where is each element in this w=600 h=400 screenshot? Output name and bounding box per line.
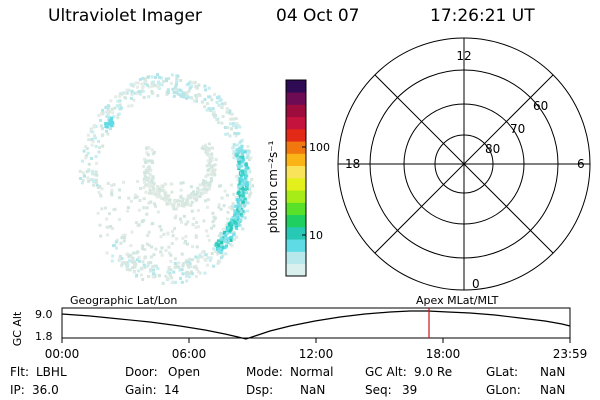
colorbar-cell: [286, 92, 306, 105]
colorbar-tick-100: 100: [309, 141, 330, 154]
glat-label: GLat:: [486, 365, 519, 379]
ip-value: 36.0: [32, 383, 59, 397]
observation-time: 17:26:21 UT: [430, 6, 535, 26]
door-label: Door:: [125, 365, 158, 379]
colorbar-cell: [286, 190, 306, 203]
polar-grid: 12 0 18 6 60 70 80: [337, 37, 591, 291]
filter-value: LBHL: [36, 365, 67, 379]
colorbar-cell: [286, 263, 306, 277]
altitude-curve: [61, 310, 571, 340]
colorbar-cell: [286, 227, 306, 240]
colorbar-cell: [286, 165, 306, 179]
x-tick-0000: 00:00: [45, 347, 80, 361]
colorbar-cells: [286, 80, 306, 277]
gc-alt-label: GC Alt:: [365, 365, 407, 379]
glat-value: NaN: [540, 365, 566, 379]
x-tick-1800: 18:00: [426, 347, 461, 361]
mlt-12-label: 12: [456, 49, 471, 63]
colorbar-cell: [286, 141, 306, 154]
mlt-6-label: 6: [577, 157, 585, 171]
colorbar-cell: [286, 153, 306, 167]
filter-label: Flt:: [10, 365, 29, 379]
glon-value: NaN: [540, 383, 566, 397]
seq-value: 39: [402, 383, 418, 397]
apex-title: Apex MLat/MLT: [416, 294, 499, 307]
dsp-label: Dsp:: [246, 383, 274, 397]
mlt-0-label: 0: [472, 277, 480, 291]
y-min-label: 1.8: [35, 330, 53, 343]
mlat-60-label: 60: [533, 99, 548, 113]
colorbar-frame: [285, 79, 307, 277]
glon-label: GLon:: [486, 383, 521, 397]
observation-date: 04 Oct 07: [276, 6, 360, 26]
y-max-label: 9.0: [35, 308, 53, 321]
mode-label: Mode:: [246, 365, 283, 379]
door-value: Open: [168, 365, 201, 379]
gain-value: 14: [164, 383, 180, 397]
colorbar-unit-label: photon cm⁻²s⁻¹: [266, 140, 280, 233]
dsp-value: NaN: [300, 383, 326, 397]
seq-label: Seq:: [365, 383, 392, 397]
colorbar-cell: [286, 129, 306, 142]
x-tick-1200: 12:00: [299, 347, 334, 361]
colorbar-cell: [286, 202, 306, 216]
colorbar-cell: [286, 214, 306, 228]
timeline-frame: [61, 307, 571, 339]
gc-alt-value: 9.0 Re: [414, 365, 453, 379]
colorbar-cell: [286, 251, 306, 265]
colorbar-cell: [286, 239, 306, 252]
altitude-timeline: Geographic Lat/Lon Apex MLat/MLT GC Alt …: [11, 294, 588, 361]
colorbar-cell: [286, 178, 306, 191]
geographic-title: Geographic Lat/Lon: [70, 294, 177, 307]
colorbar-cell: [286, 104, 306, 118]
colorbar: 100 10 photon cm⁻²s⁻¹: [266, 79, 330, 277]
x-tick-0600: 06:00: [172, 347, 207, 361]
instrument-title: Ultraviolet Imager: [48, 6, 202, 26]
colorbar-cell: [286, 80, 306, 93]
mode-value: Normal: [290, 365, 334, 379]
gain-label: Gain:: [125, 383, 157, 397]
x-tick-2359: 23:59: [553, 347, 588, 361]
mlat-80-label: 80: [485, 142, 500, 156]
ip-label: IP:: [10, 383, 25, 397]
colorbar-tick-10: 10: [309, 229, 323, 242]
gc-alt-axis-label: GC Alt: [11, 311, 24, 346]
colorbar-cell: [286, 116, 306, 130]
mlt-18-label: 18: [345, 157, 360, 171]
mlat-70-label: 70: [510, 122, 525, 136]
